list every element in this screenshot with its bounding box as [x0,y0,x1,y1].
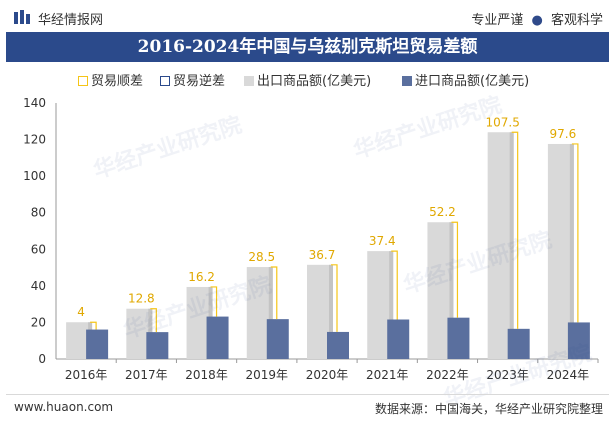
x-tick-label: 2024年 [547,368,590,382]
export-bar-shade [449,222,454,359]
legend-label-surplus: 贸易顺差 [91,74,144,89]
brand-name: 华经情报网 [38,13,104,28]
tagline-separator: ● [531,13,543,28]
import-bar [447,317,470,359]
y-tick-label: 140 [23,96,46,110]
surplus-label: 36.7 [309,248,336,262]
surplus-bracket [331,264,338,332]
x-tick-label: 2019年 [246,368,289,382]
legend-item-import: 进口商品额(亿美元) [402,70,529,89]
import-bar [507,328,530,359]
surplus-bracket [511,131,519,329]
export-bar-shade [268,267,273,359]
chart-plot: 0 20 40 60 80 100 120 140 4 2016年 12.8 2017年 16.2 201… [23,96,599,382]
x-tick-label: 2023年 [486,368,529,382]
export-bar-shade [509,132,514,359]
surplus-label: 28.5 [248,250,275,264]
tagline-left: 专业严谨 [471,13,524,28]
y-tick-label: 20 [31,315,46,329]
footer-source: 数据来源：中国海关，华经产业研究院整理 [374,402,603,416]
legend-label-export: 出口商品额(亿美元) [257,74,372,89]
y-tick-label: 100 [23,169,46,183]
y-tick-label: 40 [31,279,46,293]
x-tick-label: 2016年 [65,368,108,382]
tagline-right: 客观科学 [550,13,603,28]
surplus-bracket [391,250,398,320]
surplus-label: 16.2 [188,270,215,284]
legend-swatch-surplus [78,76,88,86]
chart-title: 2016-2024年中国与乌兹别克斯坦贸易差额 [137,37,478,57]
x-tick-label: 2021年 [366,368,409,382]
brand-logo-icon [14,10,30,24]
footer-divider [6,394,609,395]
y-tick-label: 60 [31,242,46,256]
y-tick-label: 120 [23,133,46,147]
export-bar-shade [389,251,394,359]
x-tick-label: 2018年 [185,368,228,382]
surplus-label: 12.8 [128,292,155,306]
surplus-label: 97.6 [550,127,577,141]
legend-swatch-export [244,76,254,86]
surplus-label: 107.5 [485,115,519,129]
export-bar-shade [569,143,574,359]
tagline: 专业严谨 ● 客观科学 [471,9,603,28]
import-bar [86,329,109,359]
surplus-bracket [270,266,278,320]
surplus-bracket [150,308,157,333]
legend: 贸易顺差 贸易逆差 出口商品额(亿美元) 进口商品额(亿美元) [0,70,615,90]
surplus-bracket [90,321,97,330]
x-tick-label: 2020年 [306,368,349,382]
surplus-bracket [451,221,459,318]
legend-item-export: 出口商品额(亿美元) [244,70,371,89]
surplus-bracket [210,286,218,317]
export-bar [487,132,514,359]
x-tick-label: 2017年 [125,368,168,382]
surplus-label: 37.4 [369,234,396,248]
y-tick-label: 80 [31,206,46,220]
surplus-bracket [571,143,579,323]
import-bar [146,332,169,359]
title-band: 2016-2024年中国与乌兹别克斯坦贸易差额 [6,32,609,62]
legend-swatch-deficit [160,76,170,86]
import-bar [266,319,289,359]
footer-website[interactable]: www.huaon.com [14,400,114,414]
top-bar: 华经情报网 专业严谨 ● 客观科学 [0,0,615,32]
surplus-label: 52.2 [429,205,456,219]
legend-item-surplus: 贸易顺差 [78,70,143,89]
surplus-label: 4 [77,305,85,319]
import-bar [567,322,590,359]
import-bar [327,331,349,359]
legend-label-import: 进口商品额(亿美元) [415,74,530,89]
import-bar [387,319,410,359]
legend-label-deficit: 贸易逆差 [173,74,226,89]
x-tick-label: 2022年 [426,368,469,382]
export-bar-shade [329,264,333,359]
legend-swatch-import [402,76,412,86]
legend-item-deficit: 贸易逆差 [160,70,225,89]
import-bar [206,316,229,359]
y-tick-label: 0 [38,352,46,366]
